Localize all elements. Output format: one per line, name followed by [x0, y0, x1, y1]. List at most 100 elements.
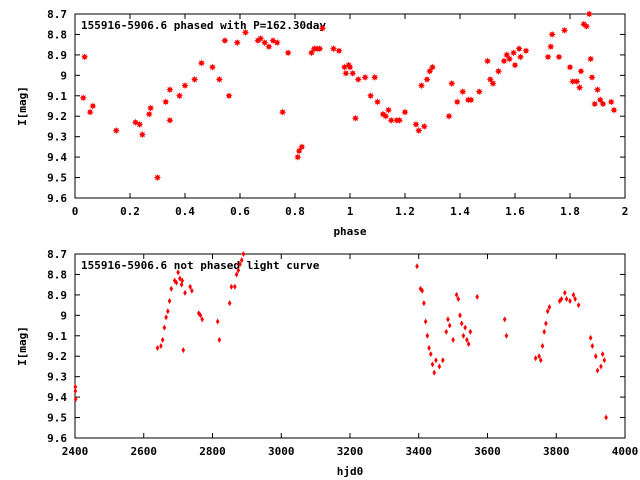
data-point — [73, 383, 78, 390]
data-point — [445, 112, 453, 120]
data-point — [342, 69, 350, 77]
data-point — [295, 147, 303, 155]
data-point — [566, 63, 574, 71]
data-point — [153, 173, 162, 182]
data-point — [423, 318, 428, 325]
data-point — [489, 79, 497, 88]
data-point — [298, 143, 306, 151]
data-point — [515, 45, 523, 53]
x-axis-label: phase — [333, 225, 366, 238]
data-point — [190, 287, 194, 294]
data-point — [81, 53, 89, 61]
data-point — [432, 369, 437, 376]
y-tick-label: 8.7 — [47, 248, 67, 261]
data-point — [547, 43, 555, 51]
data-point — [453, 98, 461, 106]
data-point — [318, 24, 327, 32]
y-tick-label: 9.3 — [47, 371, 67, 384]
chart-title: 155916-5906.6 not phased light curve — [81, 259, 320, 272]
data-point — [545, 308, 550, 315]
x-tick-label: 1 — [347, 205, 354, 218]
x-tick-label: 1.2 — [395, 205, 415, 218]
data-point — [284, 49, 292, 57]
data-point — [458, 312, 462, 319]
data-point — [401, 108, 409, 116]
data-point — [412, 120, 420, 128]
data-point — [547, 304, 552, 311]
y-tick-label: 8.8 — [47, 28, 67, 41]
data-point — [155, 345, 160, 352]
data-point — [160, 336, 165, 343]
data-point — [395, 116, 404, 124]
data-point — [136, 120, 144, 128]
data-point — [279, 108, 287, 116]
y-tick-label: 9.4 — [47, 151, 67, 164]
data-point — [494, 67, 503, 75]
y-tick-label: 8.7 — [47, 8, 67, 21]
data-point — [73, 396, 78, 403]
data-point — [183, 289, 187, 296]
data-point — [236, 267, 241, 274]
data-point — [169, 285, 174, 292]
data-point — [384, 106, 393, 114]
data-point — [427, 345, 431, 352]
data-point — [241, 251, 246, 257]
data-point — [166, 116, 174, 124]
x-tick-label: 1.6 — [505, 205, 525, 218]
y-tick-label: 8.9 — [47, 49, 67, 62]
y-axis-label: I[mag] — [16, 86, 29, 126]
data-point — [465, 336, 469, 343]
data-point — [73, 387, 78, 394]
data-point — [188, 283, 192, 290]
x-tick-label: 3600 — [474, 445, 501, 458]
data-point — [560, 26, 569, 34]
x-tick-label: 3200 — [337, 445, 364, 458]
data-point — [459, 320, 464, 327]
data-point — [426, 67, 434, 75]
data-point — [486, 75, 494, 84]
data-point — [444, 328, 449, 335]
data-point — [576, 302, 581, 309]
data-point — [576, 84, 584, 92]
data-point — [447, 322, 452, 329]
y-tick-label: 9.5 — [47, 412, 67, 425]
data-point — [610, 106, 618, 114]
y-tick-label: 9.4 — [47, 391, 67, 404]
data-point — [451, 336, 455, 343]
data-point — [577, 67, 585, 75]
data-point — [607, 98, 615, 106]
data-point — [423, 75, 431, 84]
data-point — [459, 88, 467, 96]
data-point — [599, 363, 603, 370]
data-point — [166, 308, 170, 315]
data-point — [475, 88, 483, 96]
data-point — [238, 261, 242, 268]
data-point — [294, 153, 302, 161]
data-point — [503, 51, 511, 59]
data-point — [147, 104, 155, 112]
y-axis-label: I[mag] — [16, 326, 29, 366]
plot-frame — [74, 13, 626, 199]
data-point — [198, 312, 203, 319]
data-point — [441, 357, 445, 364]
data-point — [571, 291, 576, 298]
data-point — [467, 96, 475, 104]
y-tick-label: 9.6 — [47, 432, 67, 445]
data-point — [422, 300, 426, 307]
data-point — [225, 92, 233, 100]
data-point — [591, 100, 599, 108]
data-point — [425, 332, 430, 339]
x-tick-label: 2400 — [62, 445, 89, 458]
chart-panel-1: 0 0.2 0.4 0.6 0.8 1 1.2 1.4 1.6 1.8 2 8.7 8.8 8.9 9 9.1… — [16, 8, 628, 238]
data-point — [590, 343, 595, 349]
data-point — [387, 116, 395, 124]
data-point — [437, 363, 442, 370]
data-point — [582, 22, 591, 30]
data-point — [215, 318, 220, 325]
x-tick-label: 1.8 — [560, 205, 580, 218]
x-tick-label: 0.4 — [175, 205, 195, 218]
x-tick-label: 4000 — [612, 445, 639, 458]
data-point — [159, 343, 163, 349]
data-point — [568, 298, 572, 305]
data-point — [166, 86, 174, 94]
